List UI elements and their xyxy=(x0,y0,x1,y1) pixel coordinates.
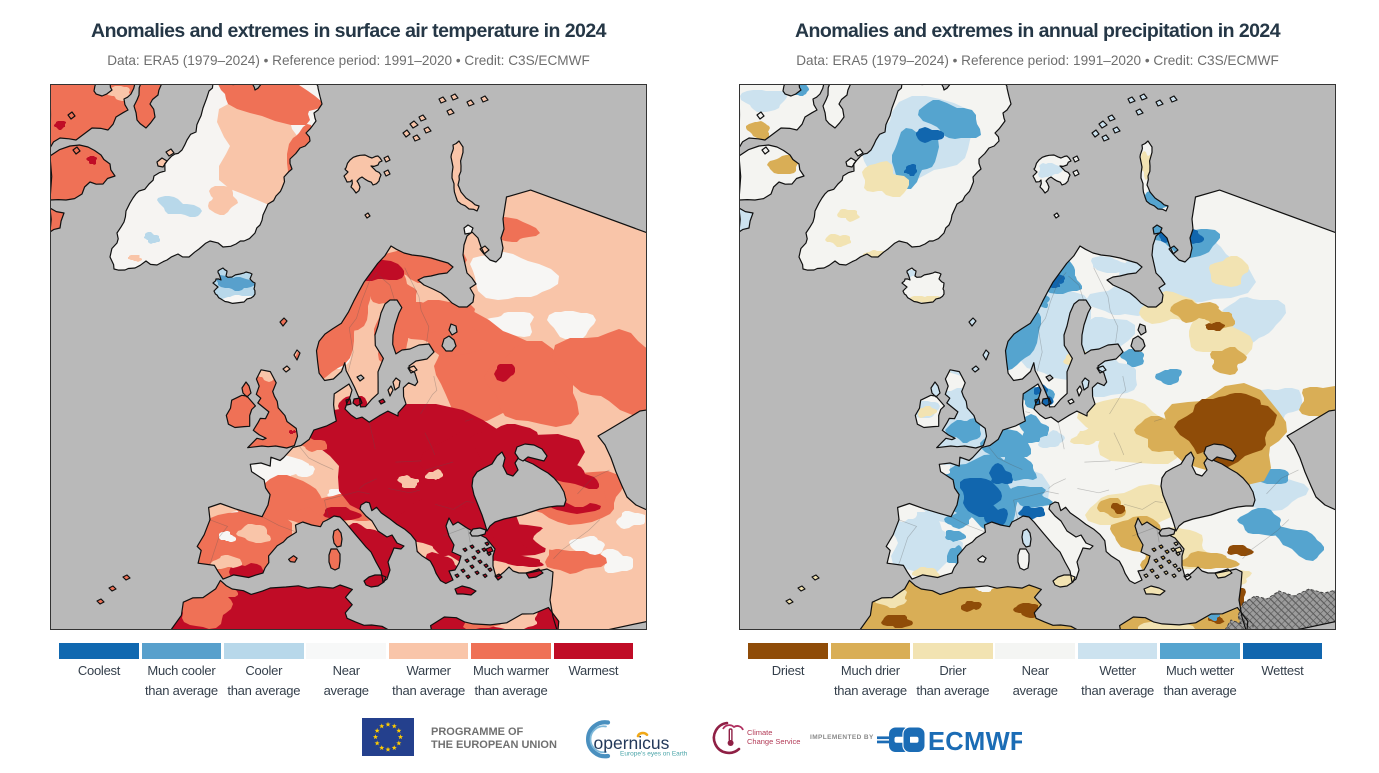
svg-text:Change Service: Change Service xyxy=(747,737,800,746)
svg-text:Climate: Climate xyxy=(747,728,772,737)
svg-text:Europe's eyes on Earth: Europe's eyes on Earth xyxy=(620,751,688,758)
svg-text:opernicus: opernicus xyxy=(594,733,670,753)
svg-text:ECMWF: ECMWF xyxy=(928,728,1022,755)
